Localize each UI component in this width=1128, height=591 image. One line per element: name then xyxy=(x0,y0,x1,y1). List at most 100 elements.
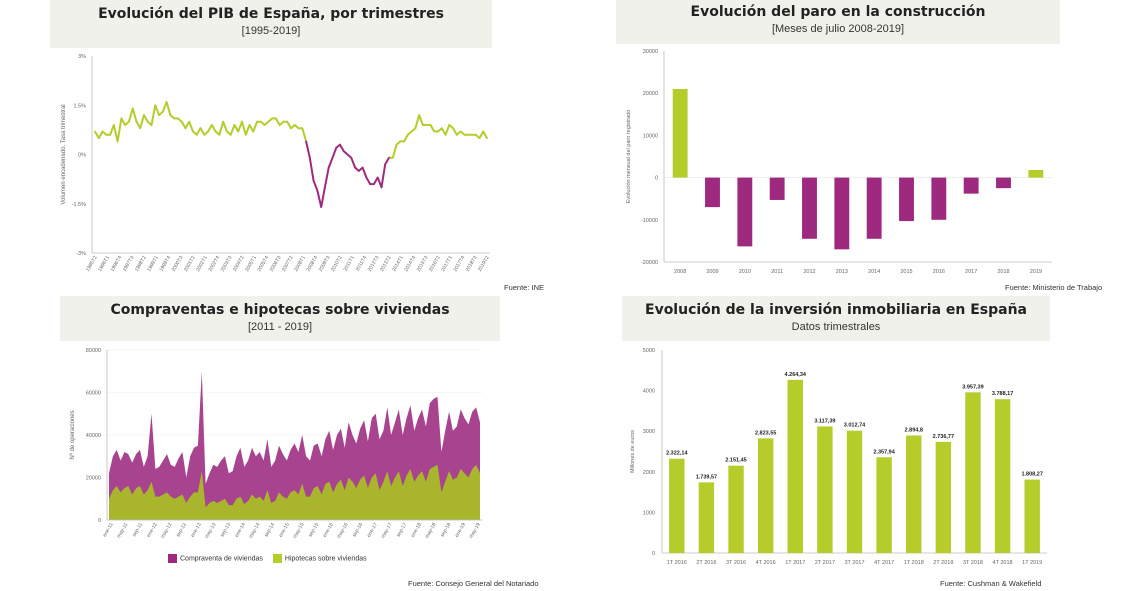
data-label: 2.322,14 xyxy=(666,451,688,457)
data-point xyxy=(433,130,436,133)
data-label: 2.357,94 xyxy=(873,449,895,455)
inversion-source: Fuente: Cushman & Wakefield xyxy=(940,579,1042,588)
data-point xyxy=(463,133,466,136)
compraventas-subtitle: [2011 - 2019] xyxy=(247,321,312,333)
data-point xyxy=(192,130,194,133)
x-tick-label: 2013 xyxy=(836,269,848,275)
data-point xyxy=(184,127,187,130)
data-point xyxy=(376,176,379,179)
x-tick-label: 2T 2017 xyxy=(815,560,835,566)
data-point xyxy=(301,127,304,130)
y-tick-label: 0 xyxy=(98,518,101,524)
inversion-header: Evolución de la inversión inmobiliaria e… xyxy=(622,296,1050,341)
data-point xyxy=(429,124,432,126)
data-point xyxy=(109,133,111,136)
x-tick-label: may-14 xyxy=(248,522,262,540)
data-point xyxy=(440,127,443,130)
legend-item-compraventa: Compraventa de viviendas xyxy=(168,554,263,563)
data-point xyxy=(335,147,338,149)
legend-swatch-compraventa xyxy=(168,554,177,563)
line-series-decline xyxy=(305,141,390,208)
y-tick-label: 20000 xyxy=(643,91,658,97)
data-point xyxy=(256,120,258,123)
bar-3T 2016 xyxy=(728,465,744,553)
data-point xyxy=(199,127,202,130)
data-point xyxy=(478,137,481,139)
bar-2015 xyxy=(899,177,914,222)
data-point xyxy=(94,130,96,133)
y-tick-label: 2000 xyxy=(643,470,655,476)
data-point xyxy=(444,133,447,136)
bar-2012 xyxy=(802,177,817,239)
y-tick-label: 1.5% xyxy=(73,103,86,109)
y-tick-label: 4000 xyxy=(643,389,655,395)
data-point xyxy=(365,176,368,179)
y-tick-label: 1000 xyxy=(643,510,655,516)
data-point xyxy=(455,133,458,136)
data-point xyxy=(282,120,285,123)
y-tick-label: 20000 xyxy=(86,476,101,482)
bar-1T 2017 xyxy=(787,379,803,553)
paro-header: Evolución del paro en la construcción [M… xyxy=(616,0,1060,44)
data-point xyxy=(369,183,372,185)
y-tick-label: 0 xyxy=(655,176,658,182)
data-point xyxy=(297,127,300,130)
data-point xyxy=(278,124,281,126)
data-point xyxy=(97,137,100,139)
x-tick-label: ene-14 xyxy=(234,522,247,539)
bar-2018 xyxy=(996,177,1011,189)
x-tick-label: ene-19 xyxy=(454,522,467,539)
data-point xyxy=(361,166,364,169)
x-tick-label: 2009 xyxy=(706,269,718,275)
pib-header: Evolución del PIB de España, por trimest… xyxy=(50,0,492,48)
data-label: 3.012,74 xyxy=(844,423,866,429)
data-point xyxy=(486,137,488,139)
x-tick-label: ene-13 xyxy=(190,522,203,539)
legend-label-hipotecas: Hipotecas sobre viviendas xyxy=(284,555,367,563)
data-label: 2.823,55 xyxy=(755,430,776,436)
bar-3T 2017 xyxy=(846,430,863,553)
data-point xyxy=(354,166,356,169)
bar-2T 2016 xyxy=(698,482,715,553)
x-tick-label: 3T 2017 xyxy=(844,560,864,566)
y-tick-label: 60000 xyxy=(86,391,101,397)
y-tick-label: 5000 xyxy=(643,348,655,354)
data-point xyxy=(233,124,236,126)
x-tick-label: sep-13 xyxy=(219,522,232,538)
compraventas-header: Compraventas e hipotecas sobre viviendas… xyxy=(60,296,500,341)
compraventas-title: Compraventas e hipotecas sobre viviendas xyxy=(110,302,450,318)
data-point xyxy=(384,163,387,166)
data-point xyxy=(177,117,179,120)
paro-title: Evolución del paro en la construcción xyxy=(690,4,986,20)
data-point xyxy=(244,133,247,136)
data-point xyxy=(380,186,383,189)
data-point xyxy=(452,127,454,130)
data-point xyxy=(388,156,390,159)
x-tick-label: 2T 2016 xyxy=(696,560,716,566)
data-point xyxy=(173,117,176,120)
data-point xyxy=(237,130,240,133)
x-tick-label: 4T 2018 xyxy=(993,560,1013,566)
x-tick-label: sep-15 xyxy=(307,522,320,538)
data-point xyxy=(150,124,153,126)
bar-4T 2016 xyxy=(757,438,774,553)
data-point xyxy=(312,179,315,182)
data-label: 2.894,8 xyxy=(905,427,923,433)
x-tick-label: 1T 2016 xyxy=(667,560,687,566)
x-tick-label: may-15 xyxy=(292,522,306,540)
data-point xyxy=(331,156,334,159)
data-point xyxy=(180,120,183,123)
x-tick-label: sep-17 xyxy=(395,522,408,538)
line-series-growth xyxy=(94,101,308,143)
x-tick-label: 2017 xyxy=(965,269,977,275)
x-tick-label: 1T 2017 xyxy=(785,560,805,566)
data-point xyxy=(267,120,270,123)
data-point xyxy=(226,130,228,133)
compraventas-chart: 80000 60000 40000 20000 0 Nº de operaciones en… xyxy=(69,348,482,540)
inversion-subtitle: Datos trimestrales xyxy=(791,321,881,333)
data-point xyxy=(116,140,119,143)
legend-item-hipotecas: Hipotecas sobre viviendas xyxy=(272,554,367,563)
data-point xyxy=(471,133,473,136)
x-tick-label: may-13 xyxy=(204,522,218,540)
x-tick-label: ene-12 xyxy=(146,522,159,539)
